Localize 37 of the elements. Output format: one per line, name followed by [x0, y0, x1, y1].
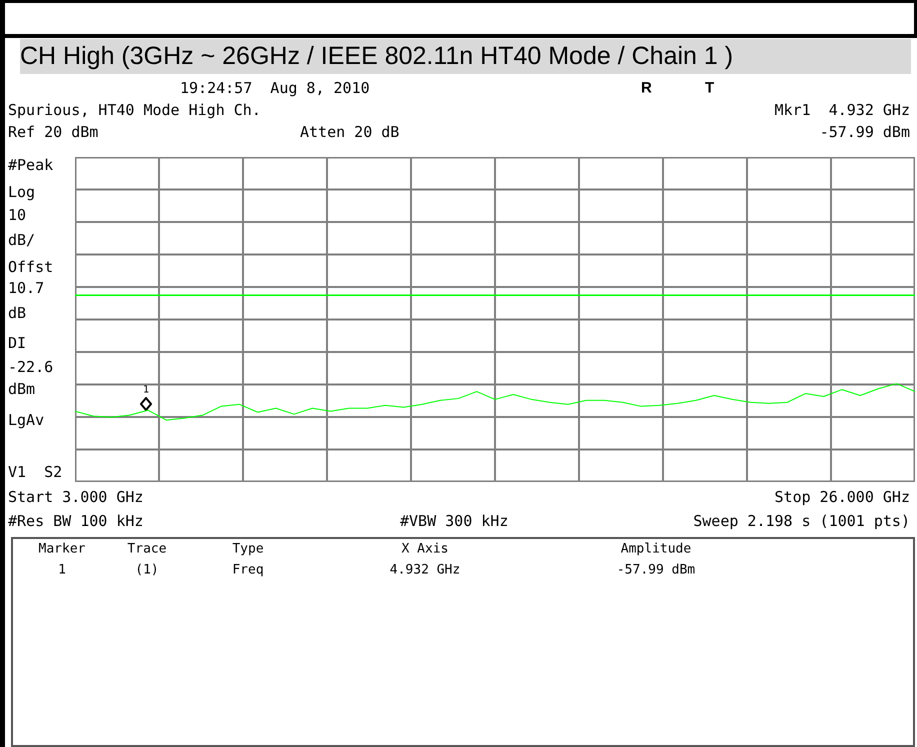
text: R [641, 80, 652, 96]
text: LgAv [8, 411, 44, 429]
text: 19:24:57 Aug 8, 2010 [180, 79, 370, 97]
text: Offst [8, 258, 54, 276]
text: #VBW 300 kHz [400, 512, 508, 530]
text: dBm [8, 380, 36, 398]
text: -22.6 [8, 358, 54, 376]
text: X Axis [402, 542, 448, 556]
text: dB/ [8, 231, 36, 249]
text: Freq [232, 562, 264, 578]
text: Amplitude [620, 542, 692, 556]
annotation: 1 [142, 384, 150, 396]
text: dB [8, 304, 26, 322]
text: Marker [38, 542, 86, 556]
text: T [705, 80, 714, 96]
text: DI [8, 334, 26, 352]
text: -57.99 dBm [616, 562, 696, 578]
text: 10.7 [8, 279, 44, 297]
text: V1 S2 [8, 463, 62, 481]
text: Spurious, HT40 Mode High Ch. [8, 101, 261, 119]
text: Mkr1 4.932 GHz [774, 101, 910, 119]
text: Ref 20 dBm [8, 123, 98, 141]
text: 4.932 GHz [390, 562, 460, 578]
text: Log [8, 183, 36, 201]
text: Stop 26.000 GHz [774, 488, 910, 506]
text: -57.99 dBm [820, 123, 910, 141]
text: (1) [135, 562, 159, 578]
text: 1 [58, 562, 66, 578]
chart-title: CH High (3GHz ~ 26GHz / IEEE 802.11n HT40 Mode / Chain 1 ) [20, 39, 740, 74]
text: Atten 20 dB [300, 123, 400, 141]
text: Trace [127, 542, 167, 556]
text: 10 [8, 206, 26, 224]
text: Sweep 2.198 s (1001 pts) [693, 512, 910, 530]
text: #Res BW 100 kHz [8, 512, 144, 530]
text: Start 3.000 GHz [8, 488, 144, 506]
text: Type [232, 542, 264, 556]
text: #Peak [8, 156, 54, 174]
